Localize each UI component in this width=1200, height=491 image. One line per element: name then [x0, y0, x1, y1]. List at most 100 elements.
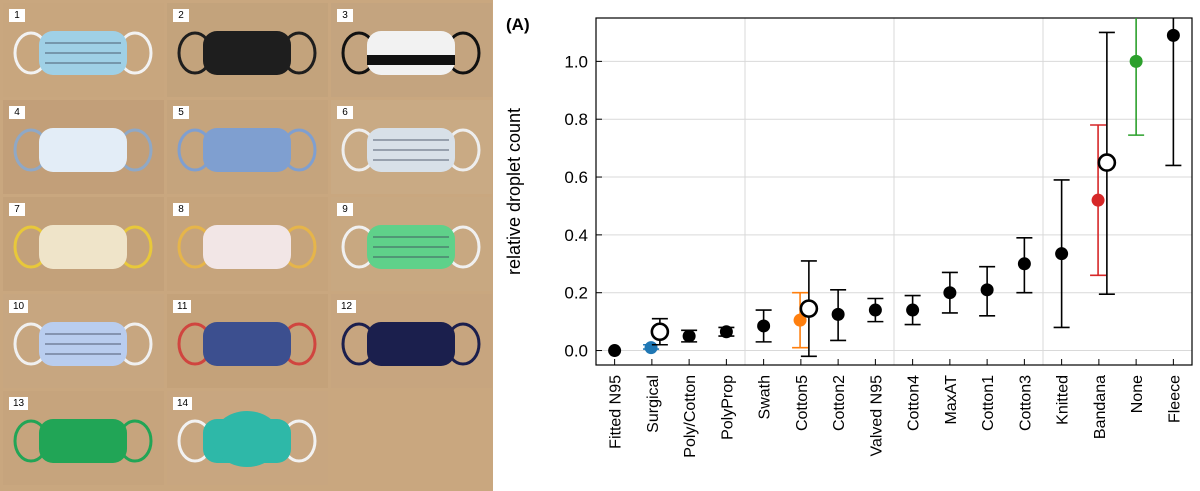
panel-label: (A)	[506, 15, 530, 34]
data-point	[650, 317, 670, 346]
blue-cotton-mask-icon	[177, 128, 317, 172]
data-point	[755, 309, 772, 343]
y-tick-label: 0.4	[564, 226, 588, 245]
striped-gaiter-icon	[341, 31, 481, 75]
photo-number-label: 9	[337, 203, 353, 216]
mask-photo-4: 4	[3, 100, 164, 194]
filled-marker	[868, 303, 882, 317]
data-point	[1097, 31, 1117, 295]
y-tick-label: 0.8	[564, 110, 588, 129]
mask-photo-grid: 1 2 3 4 5 6 7 8 9 10 11 12 13 14	[0, 0, 493, 491]
filled-marker	[906, 303, 920, 317]
data-point	[1090, 124, 1107, 277]
category-label: Cotton3	[1017, 375, 1034, 431]
photo-number-label: 6	[337, 106, 353, 119]
fleece-mask-icon	[13, 419, 153, 463]
open-marker	[1097, 153, 1117, 172]
category-label: Cotton1	[980, 375, 997, 431]
photo-number-label: 14	[173, 397, 193, 410]
filled-marker	[757, 319, 771, 333]
category-label: Poly/Cotton	[682, 375, 699, 458]
data-point	[867, 297, 884, 323]
green-mask-icon	[341, 225, 481, 269]
filled-marker	[1017, 257, 1031, 271]
filled-marker	[644, 341, 658, 355]
photo-number-label: 12	[337, 300, 357, 313]
photo-number-label: 10	[9, 300, 29, 313]
plot-frame	[595, 17, 1193, 366]
n95-respirator-icon	[177, 411, 317, 467]
filled-marker	[1129, 54, 1143, 68]
mask-photo-3: 3	[331, 3, 492, 97]
photo-number-label: 7	[9, 203, 25, 216]
filled-marker	[980, 283, 994, 297]
mask-photo-5: 5	[167, 100, 328, 194]
photo-number-label: 3	[337, 9, 353, 22]
patterned-mask-icon	[13, 225, 153, 269]
data-point	[904, 294, 921, 326]
data-point	[1016, 236, 1033, 294]
y-axis-title: relative droplet count	[504, 108, 524, 275]
axes-layer	[595, 17, 1193, 366]
photo-number-label: 8	[173, 203, 189, 216]
surgical-mask-icon	[13, 31, 153, 75]
photo-number-label: 2	[173, 9, 189, 22]
filled-marker	[719, 325, 733, 339]
category-label: Valved N95	[868, 375, 885, 457]
black-mask-icon	[177, 31, 317, 75]
data-point	[643, 341, 660, 355]
pleated-mask-icon	[341, 128, 481, 172]
category-label: PolyProp	[719, 375, 736, 440]
photo-number-label: 4	[9, 106, 25, 119]
marks-layer	[608, 18, 1182, 358]
photo-number-label: 5	[173, 106, 189, 119]
y-tick-label: 0.6	[564, 168, 588, 187]
droplet-chart: (A) relative droplet count 0.0 0.2 0.4 0.6 0…	[500, 0, 1200, 491]
category-label: Bandana	[1092, 375, 1109, 439]
photo-number-label: 11	[173, 300, 192, 313]
gaiter-icon	[177, 322, 317, 366]
y-tick-label: 1.0	[564, 52, 588, 71]
data-point	[1165, 18, 1182, 167]
data-point	[979, 265, 996, 317]
grid-layer	[596, 18, 1192, 365]
filled-marker	[1166, 28, 1180, 42]
chart-svg: (A) relative droplet count 0.00.20.40.60…	[504, 15, 1193, 458]
mask-photo-8: 8	[167, 197, 328, 291]
category-label: Swath	[757, 375, 774, 419]
data-point	[1053, 179, 1070, 329]
category-label: MaxAT	[943, 375, 960, 425]
photo-number-label: 13	[9, 397, 29, 410]
data-point	[792, 291, 809, 349]
filled-marker	[608, 344, 622, 358]
category-label: Fitted N95	[608, 375, 625, 449]
category-label: Fleece	[1166, 375, 1183, 423]
mask-photo-12: 12	[331, 294, 492, 388]
mask-photo-2: 2	[167, 3, 328, 97]
category-label: Cotton4	[906, 375, 923, 431]
filled-marker	[682, 329, 696, 343]
filled-marker	[943, 286, 957, 300]
mask-photo-11: 11	[167, 294, 328, 388]
filled-marker	[831, 307, 845, 321]
filled-marker	[1091, 193, 1105, 207]
mask-photo-1: 1	[3, 3, 164, 97]
data-point	[799, 260, 819, 358]
category-label: Cotton2	[831, 375, 848, 431]
category-label: Surgical	[645, 375, 662, 433]
y-tick-label: 0.2	[564, 284, 588, 303]
open-marker	[799, 299, 819, 318]
mask-photo-13: 13	[3, 391, 164, 485]
category-label: None	[1129, 375, 1146, 413]
mask-photo-7: 7	[3, 197, 164, 291]
data-point	[1128, 18, 1145, 136]
pale-blue-mask-icon	[13, 128, 153, 172]
floral-mask-icon	[177, 225, 317, 269]
labels-layer: 0.0 0.2 0.4 0.6 0.8 1.0 Fitted N95 Surgical Poly…	[564, 52, 1183, 457]
filled-marker	[1055, 247, 1069, 261]
data-point	[608, 344, 622, 358]
category-label: Cotton5	[794, 375, 811, 431]
data-point	[681, 329, 698, 343]
bandana-icon	[341, 322, 481, 366]
data-point	[941, 271, 958, 314]
